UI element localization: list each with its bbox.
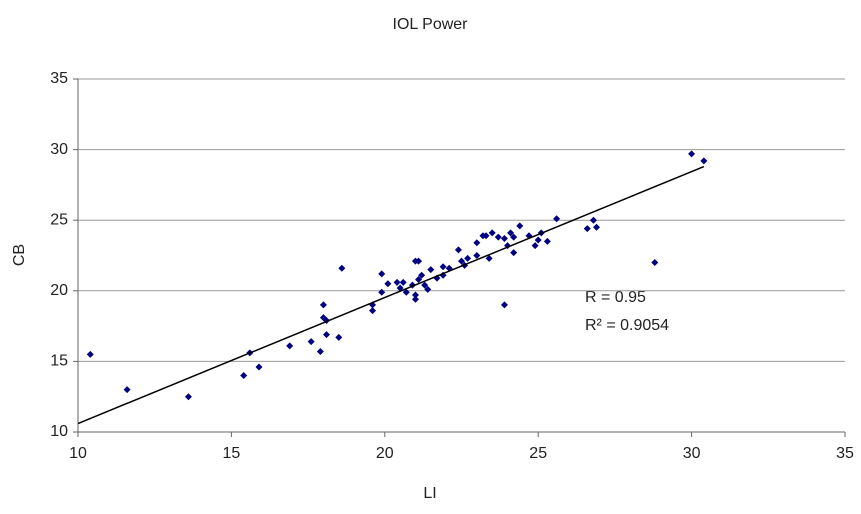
point — [510, 249, 518, 257]
point — [338, 264, 346, 272]
point — [396, 284, 404, 292]
point — [507, 229, 515, 237]
annotation: R = 0.95 — [585, 289, 646, 306]
point — [553, 215, 561, 223]
point — [184, 393, 192, 401]
point — [378, 288, 386, 296]
point — [411, 295, 419, 303]
point — [384, 280, 392, 288]
point — [592, 223, 600, 231]
point — [494, 233, 502, 241]
y-tick-label: 15 — [50, 353, 68, 370]
point — [123, 386, 131, 394]
point — [464, 254, 472, 262]
x-axis-label: LI — [423, 485, 436, 502]
point — [510, 233, 518, 241]
point — [488, 229, 496, 237]
point — [316, 348, 324, 356]
point — [589, 216, 597, 224]
chart-title: IOL Power — [393, 16, 469, 33]
x-tick-label: 30 — [683, 445, 701, 462]
point — [323, 331, 331, 339]
point — [458, 257, 465, 265]
y-tick-label: 30 — [50, 141, 68, 158]
point — [418, 271, 426, 279]
point — [700, 157, 708, 165]
point — [688, 150, 696, 158]
point — [543, 237, 551, 245]
y-tick-label: 20 — [50, 282, 68, 299]
point — [369, 307, 377, 315]
point — [319, 301, 327, 309]
point — [402, 288, 410, 296]
point — [500, 301, 508, 309]
point — [424, 285, 432, 293]
point — [411, 291, 419, 299]
point — [399, 278, 407, 286]
point — [583, 225, 591, 233]
point — [335, 333, 343, 341]
point — [393, 278, 401, 286]
x-tick-label: 10 — [69, 445, 87, 462]
point — [439, 263, 447, 271]
y-axis-label: CB — [11, 244, 28, 266]
point — [421, 281, 429, 289]
y-tick-label: 25 — [50, 211, 68, 228]
annotation: R² = 0.9054 — [585, 317, 669, 334]
point — [427, 266, 435, 274]
point — [531, 242, 539, 250]
point — [485, 254, 493, 262]
point — [378, 270, 386, 278]
x-tick-label: 25 — [529, 445, 547, 462]
point — [482, 232, 490, 240]
point — [473, 252, 481, 259]
point — [307, 338, 315, 346]
trendline — [77, 165, 705, 425]
point — [240, 372, 248, 380]
y-tick-label: 10 — [50, 423, 68, 440]
point — [255, 363, 263, 371]
point — [286, 342, 294, 350]
point — [415, 276, 423, 284]
y-tick-label: 35 — [50, 70, 68, 87]
point — [86, 350, 94, 358]
point — [473, 239, 481, 247]
x-tick-label: 20 — [376, 445, 394, 462]
point — [651, 259, 659, 267]
point — [500, 235, 508, 243]
point — [454, 246, 462, 254]
point — [415, 257, 423, 265]
point — [534, 236, 542, 244]
x-tick-label: 35 — [836, 445, 854, 462]
point — [516, 222, 524, 230]
x-tick-label: 15 — [223, 445, 241, 462]
